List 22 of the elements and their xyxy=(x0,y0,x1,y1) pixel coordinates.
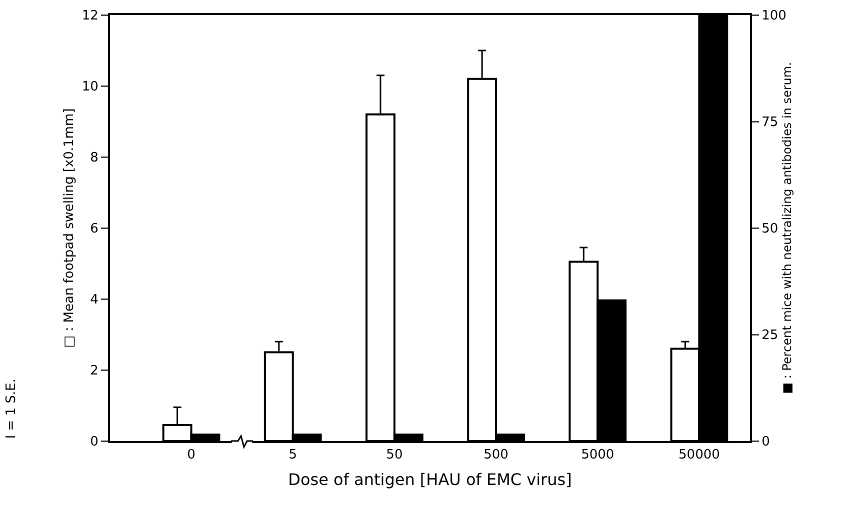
y-tick-label: 2 xyxy=(90,364,98,379)
x-axis-title: Dose of antigen [HAU of EMC virus] xyxy=(288,470,572,489)
x-tick-label: 500 xyxy=(484,448,508,463)
y2-tick-label: 50 xyxy=(762,222,778,237)
x-tick-label: 50000 xyxy=(678,448,720,463)
y-tick-label: 10 xyxy=(82,80,98,95)
y-axis-title: □ : Mean footpad swelling [x0.1mm] xyxy=(62,108,77,348)
y2-axis-title: ■ : Percent mice with neutralizing antibodies in serum. xyxy=(780,62,794,394)
y-tick-label: 8 xyxy=(90,150,98,166)
y2-tick-label: 0 xyxy=(762,434,770,450)
y-tick-label: 0 xyxy=(90,434,98,450)
x-tick-label: 5000 xyxy=(581,448,614,463)
y-tick-label: 4 xyxy=(90,292,98,308)
x-tick-label: 5 xyxy=(288,448,297,463)
y-tick-label: 6 xyxy=(90,222,98,237)
y2-tick-label: 75 xyxy=(762,115,778,130)
y-tick-label: 12 xyxy=(82,8,98,24)
x-tick-label: 0 xyxy=(187,448,196,463)
y2-tick-label: 100 xyxy=(762,8,786,24)
y2-tick-label: 25 xyxy=(762,328,778,344)
x-tick-label: 50 xyxy=(386,448,403,463)
text: I = 1 S.E. xyxy=(4,378,19,439)
